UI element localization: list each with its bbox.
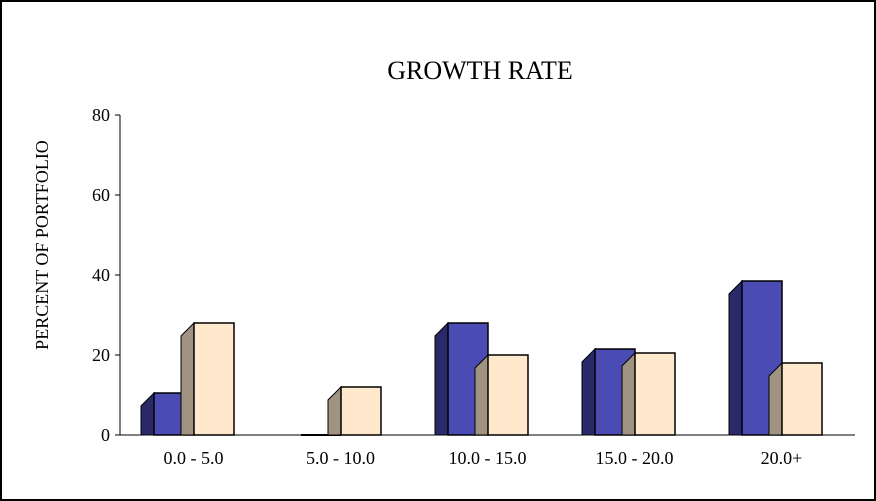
- y-tick-labels: 0 20 40 60 80: [92, 105, 120, 445]
- y-tick-label: 20: [92, 345, 110, 365]
- bar-side-face: [768, 361, 783, 436]
- y-axis-label: PERCENT OF PORTFOLIO: [32, 140, 52, 350]
- y-tick-label: 0: [101, 425, 110, 445]
- x-tick-label: 10.0 - 15.0: [449, 448, 527, 468]
- bar-side-face: [621, 351, 636, 436]
- x-tick-label: 0.0 - 5.0: [164, 448, 224, 468]
- y-tick-label: 40: [92, 265, 110, 285]
- bar-side-face: [474, 353, 489, 436]
- bar: [474, 353, 529, 436]
- x-tick-label: 20.0+: [761, 448, 803, 468]
- bar-front-face: [193, 322, 235, 436]
- x-tick-label: 5.0 - 10.0: [306, 448, 375, 468]
- chart-title: GROWTH RATE: [387, 56, 573, 85]
- bar: [768, 361, 823, 436]
- bar: [327, 385, 382, 436]
- bar-front-face: [487, 354, 529, 436]
- bar-front-face: [781, 362, 823, 436]
- bar-front-face: [634, 352, 676, 436]
- y-tick-label: 80: [92, 105, 110, 125]
- x-tick-labels: 0.0 - 5.0 5.0 - 10.0 10.0 - 15.0 15.0 - 20.…: [164, 448, 803, 468]
- bar: [621, 351, 676, 436]
- bars: [140, 279, 823, 436]
- y-tick-label: 60: [92, 185, 110, 205]
- bar: [180, 321, 235, 436]
- bar-side-face: [581, 347, 596, 436]
- bar-side-face: [180, 321, 195, 436]
- bar-side-face: [728, 279, 743, 436]
- x-tick-label: 15.0 - 20.0: [596, 448, 674, 468]
- bar-front-face: [340, 386, 382, 436]
- bar-side-face: [434, 321, 449, 436]
